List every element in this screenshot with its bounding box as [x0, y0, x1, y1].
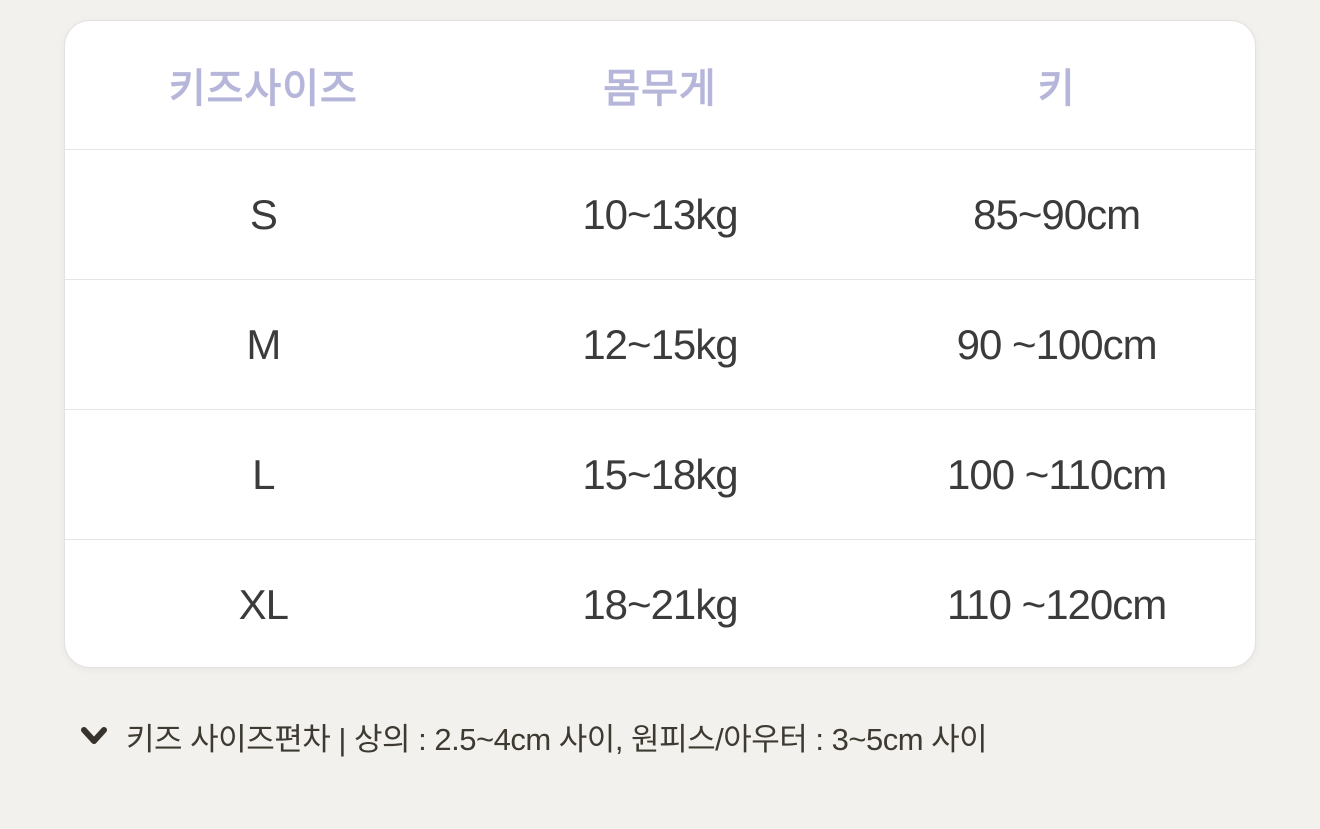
table-row-l: L 15~18kg 100 ~110cm: [65, 409, 1255, 539]
table-row-s: S 10~13kg 85~90cm: [65, 149, 1255, 279]
cell-height: 100 ~110cm: [947, 450, 1167, 498]
cell-size: L: [252, 450, 275, 498]
size-deviation-note-text: 키즈 사이즈편차 | 상의 : 2.5~4cm 사이, 원피스/아우터 : 3~…: [126, 721, 988, 757]
cell-size: M: [246, 320, 281, 368]
cell-height: 85~90cm: [973, 190, 1141, 238]
size-table-header-row: 키즈사이즈 몸무게 키: [65, 21, 1255, 149]
cell-height: 90 ~100cm: [956, 320, 1158, 368]
col-header-height: 키: [1037, 67, 1076, 111]
chevron-down-icon[interactable]: [78, 723, 110, 749]
cell-height: 110 ~120cm: [947, 580, 1167, 628]
cell-weight: 12~15kg: [582, 320, 738, 368]
table-row-m: M 12~15kg 90 ~100cm: [65, 279, 1255, 409]
cell-size: XL: [238, 580, 289, 628]
size-deviation-note: 키즈 사이즈편차 | 상의 : 2.5~4cm 사이, 원피스/아우터 : 3~…: [78, 710, 988, 762]
cell-weight: 10~13kg: [582, 190, 738, 238]
cell-weight: 15~18kg: [582, 450, 738, 498]
cell-weight: 18~21kg: [582, 580, 738, 628]
size-table-card: 키즈사이즈 몸무게 키 S 10~13kg 85~90cm M 12~15kg …: [64, 20, 1256, 668]
table-row-xl: XL 18~21kg 110 ~120cm: [65, 539, 1255, 667]
col-header-kids-size: 키즈사이즈: [168, 67, 358, 111]
cell-size: S: [249, 190, 278, 238]
col-header-weight: 몸무게: [603, 67, 717, 111]
